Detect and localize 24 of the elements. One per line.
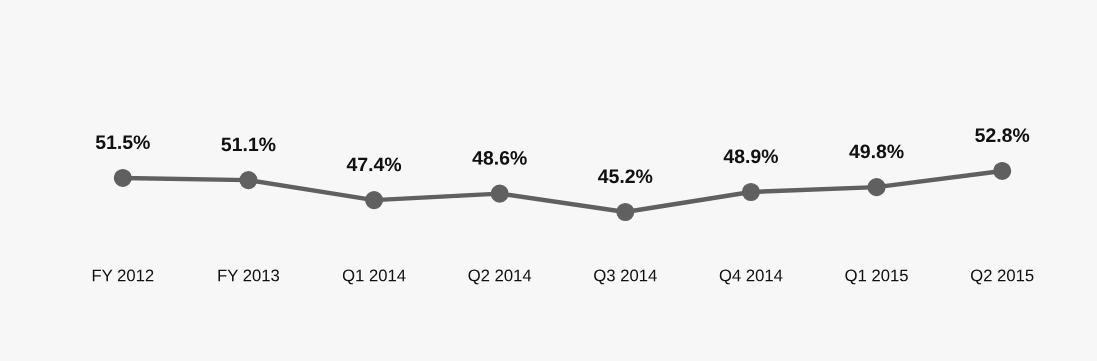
data-label: 45.2% xyxy=(598,169,653,184)
point xyxy=(993,161,1012,180)
point xyxy=(365,191,384,210)
data-label: 48.6% xyxy=(472,151,527,165)
data-label: 51.1% xyxy=(221,137,276,152)
x-tick-label: FY 2012 xyxy=(92,269,154,282)
x-tick-label: FY 2013 xyxy=(218,269,280,282)
point xyxy=(490,184,509,203)
data-label: 47.4% xyxy=(346,157,402,172)
point xyxy=(239,171,258,190)
x-tick-label: Q3 2014 xyxy=(594,269,657,285)
data-label: 48.9% xyxy=(723,149,778,164)
x-tick-label: Q2 2014 xyxy=(468,269,532,285)
data-label: 49.8% xyxy=(849,144,904,159)
data-label: 52.8% xyxy=(975,128,1030,143)
x-tick-label: Q4 2014 xyxy=(719,269,783,285)
x-tick-label: Q1 2014 xyxy=(342,269,406,285)
point xyxy=(867,178,886,197)
point xyxy=(616,202,635,222)
x-tick-label: Q2 2015 xyxy=(971,269,1034,285)
data-label: 51.5% xyxy=(95,135,150,150)
point xyxy=(741,182,760,202)
point xyxy=(113,168,132,187)
x-tick-label: Q1 2015 xyxy=(845,269,908,285)
